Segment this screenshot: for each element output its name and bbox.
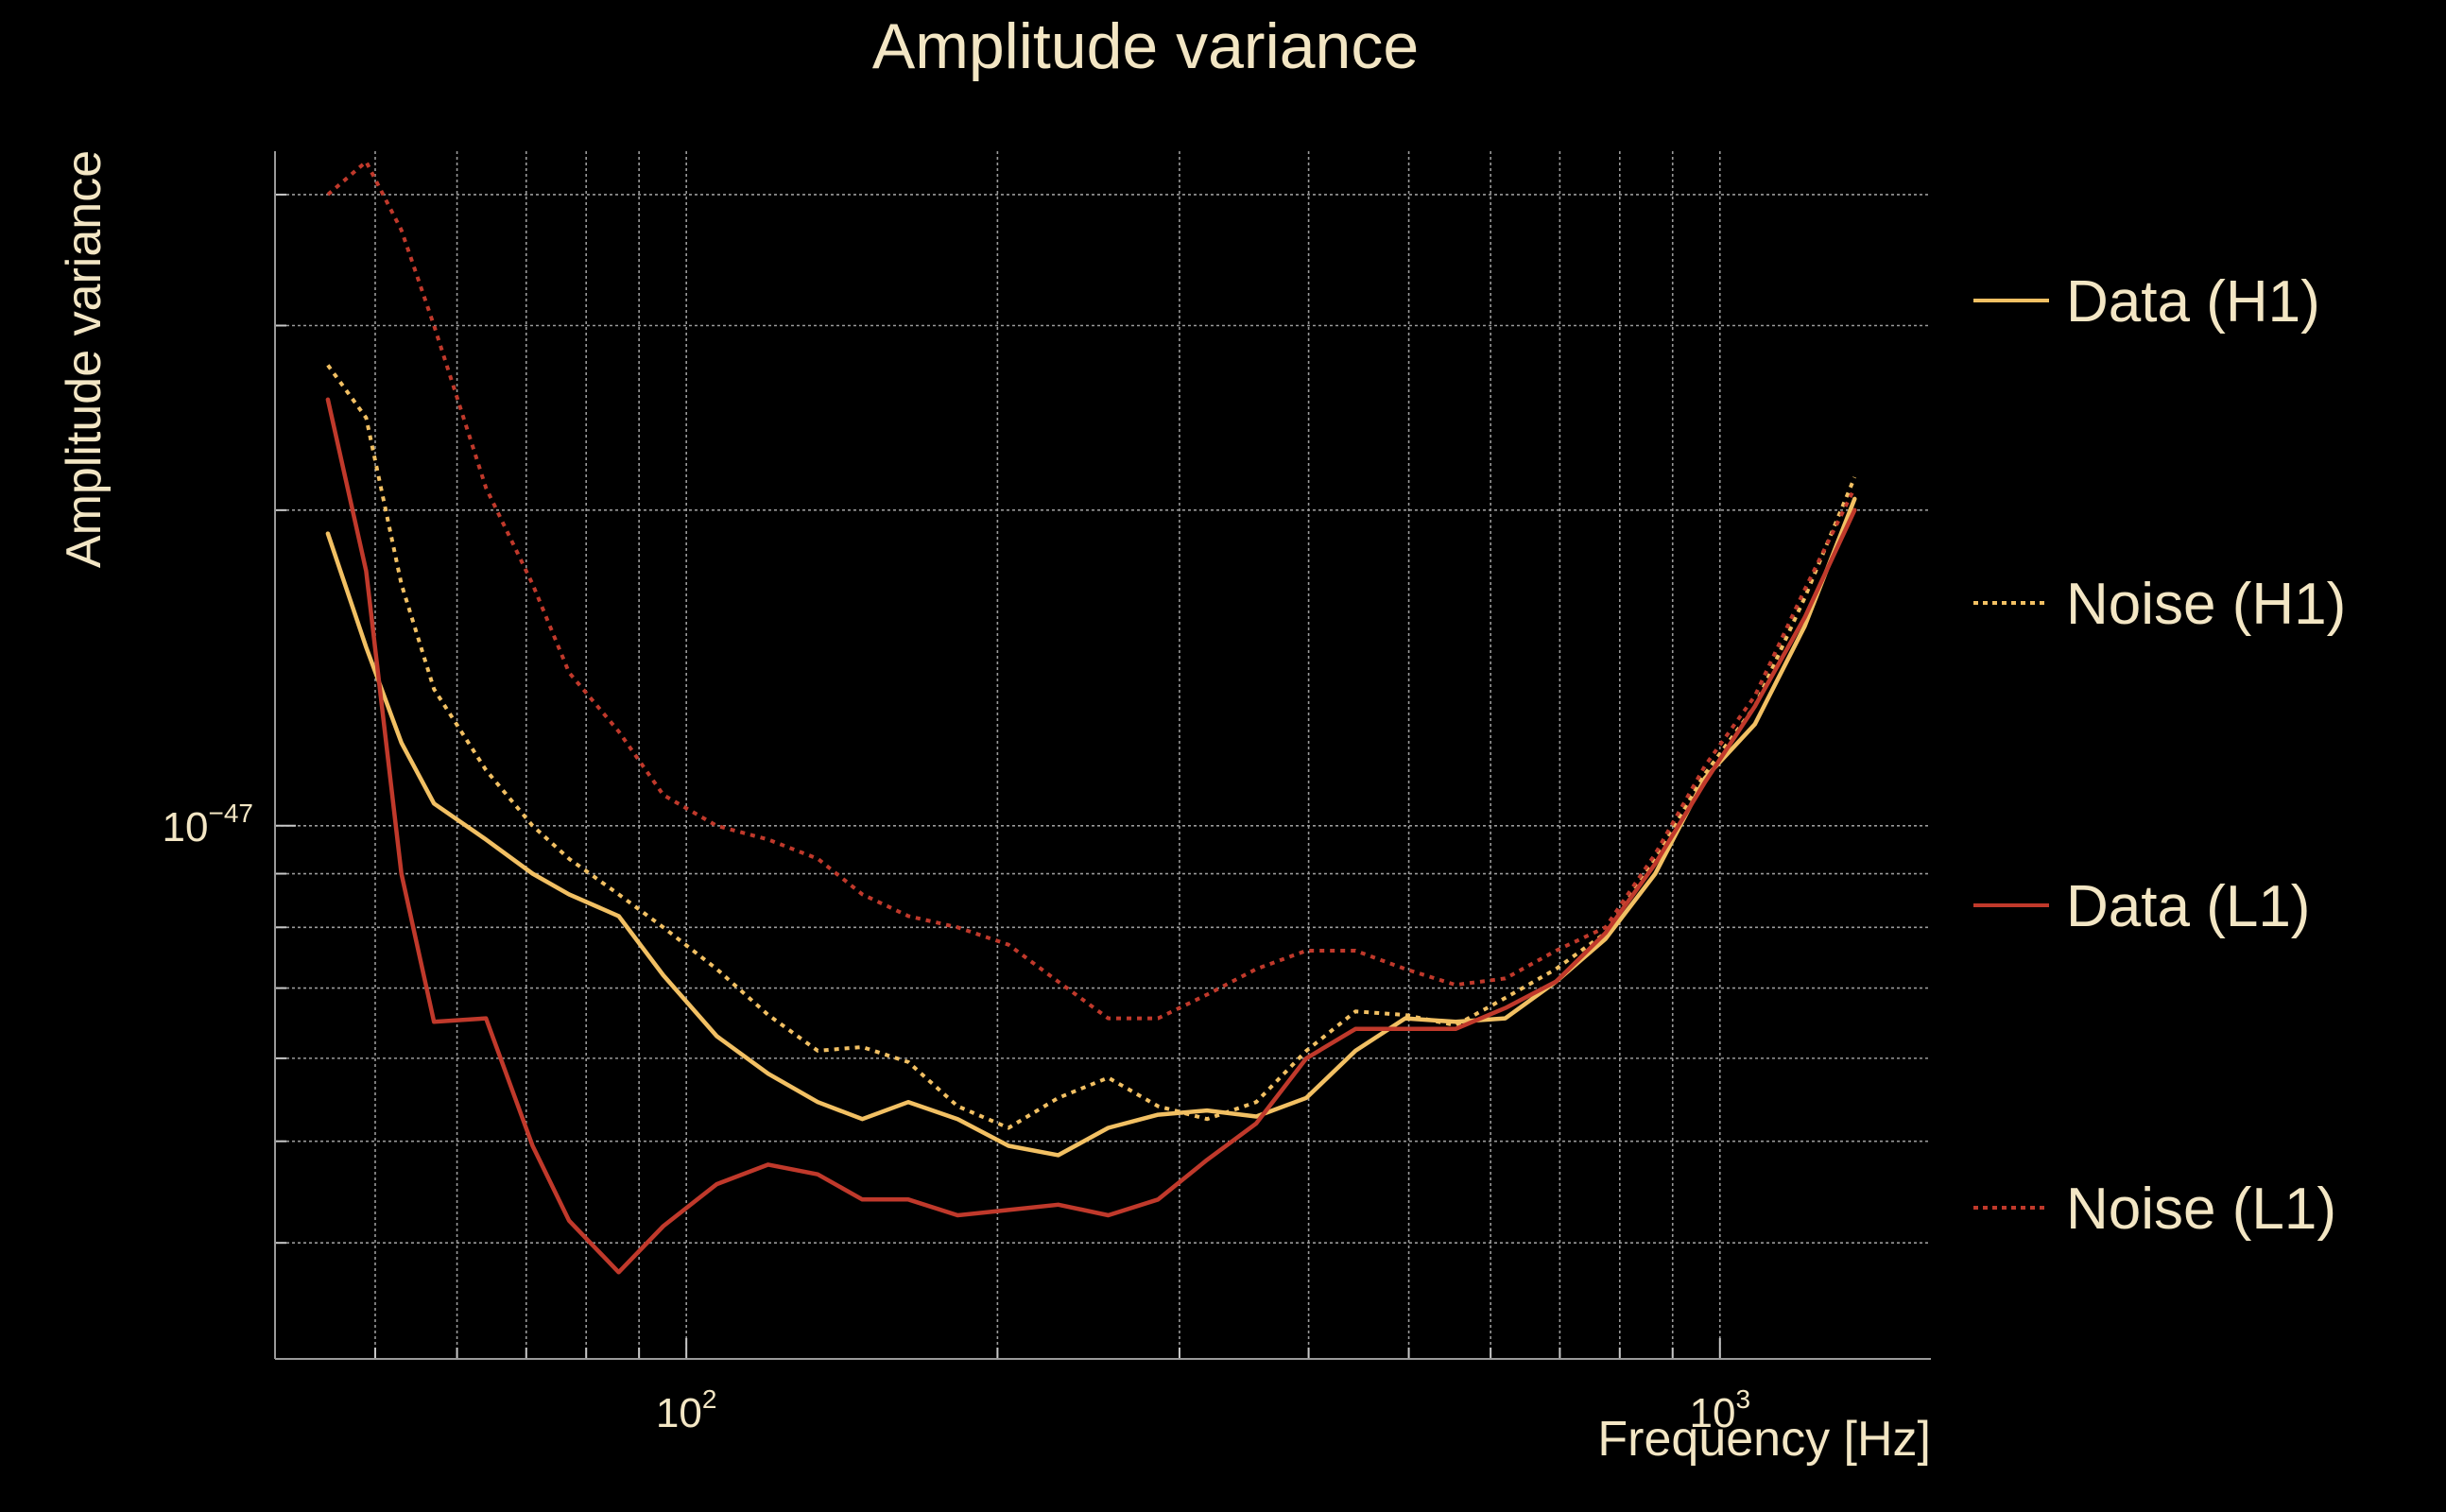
axes	[274, 151, 1931, 1360]
y-tick-label: 10−47	[163, 799, 253, 850]
series-line-2	[326, 364, 1857, 1130]
series-lines	[325, 160, 1857, 1275]
chart-title: Amplitude variance	[872, 10, 1419, 82]
y-axis-label: Amplitude variance	[57, 150, 112, 568]
x-tick-label: 102	[656, 1384, 717, 1436]
grid	[274, 151, 1931, 1359]
x-axis-label: Frequency [Hz]	[1597, 1412, 1931, 1467]
legend-label-1: Data (H1)	[2066, 269, 2320, 335]
x-tick-label: 103	[1690, 1384, 1751, 1436]
legend-label-4: Noise (L1)	[2066, 1177, 2336, 1242]
legend-label-3: Data (L1)	[2066, 874, 2310, 939]
series-line-4	[326, 160, 1857, 1021]
series-line-1	[325, 496, 1857, 1158]
legend: Data (H1) Noise (H1) Data (L1) Noise (L1)	[1973, 269, 2346, 1242]
series-line-3	[325, 397, 1857, 1275]
tick-labels: 102 103 10−47	[163, 799, 1750, 1436]
legend-label-2: Noise (H1)	[2066, 572, 2346, 637]
